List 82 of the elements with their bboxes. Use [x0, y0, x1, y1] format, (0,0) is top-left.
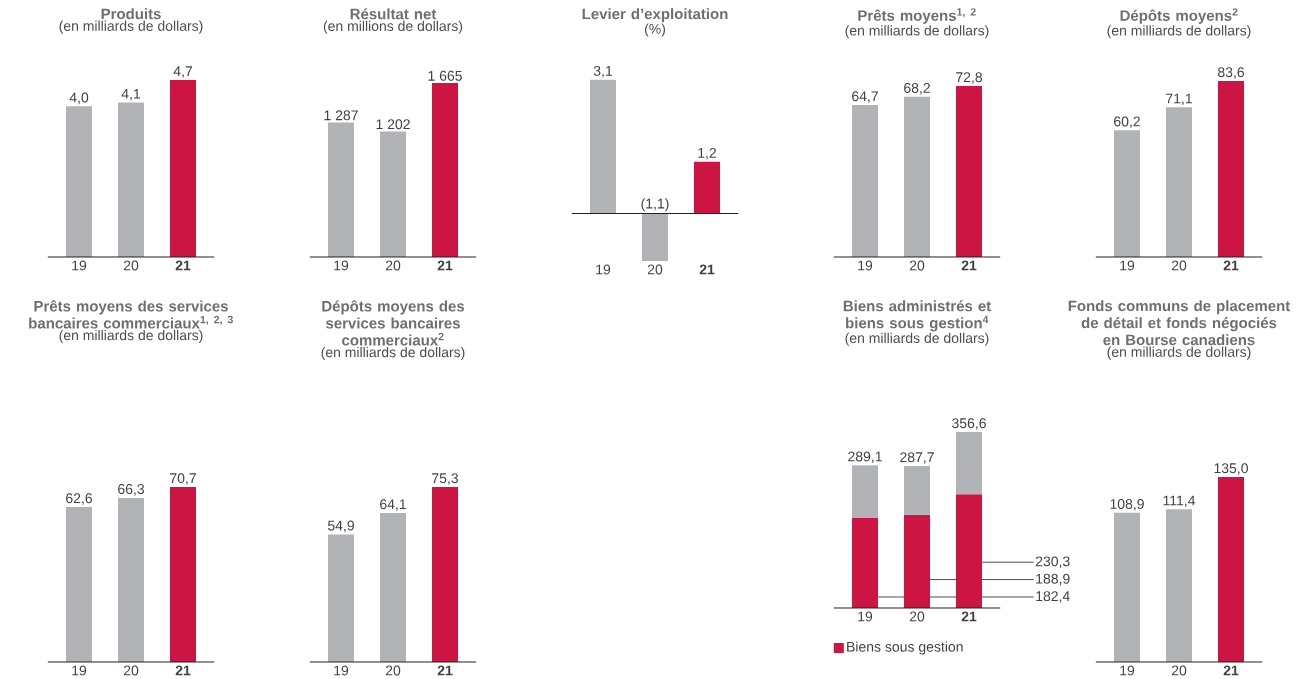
- x-tick-label: 20: [385, 260, 401, 271]
- x-tick-label: 20: [123, 260, 139, 271]
- x-tick-label: 19: [596, 264, 611, 275]
- x-tick-label: 19: [1120, 260, 1135, 271]
- chart-title: Levier d’exploitation: [582, 8, 728, 23]
- legend-label: Biens sous gestion: [847, 641, 963, 655]
- chart-title: Biens administrés et biens sous gestion$^{4}$: [843, 300, 991, 332]
- data-label: 62,6: [66, 493, 93, 505]
- x-tick-label: 19: [858, 260, 873, 271]
- x-tick-label: 20: [1171, 260, 1187, 271]
- data-label: 1,2: [698, 147, 717, 160]
- x-tick-label: 20: [909, 611, 925, 622]
- chart-subtitle: (en milliards de dollars): [59, 20, 203, 34]
- x-tick-label: 20: [647, 264, 663, 275]
- bar: [956, 494, 982, 608]
- total-label: 289,1: [848, 451, 882, 464]
- data-label: 70,7: [170, 473, 196, 485]
- x-tick-label: 19: [72, 260, 87, 271]
- x-tick-label: 20: [1171, 665, 1187, 676]
- bar: [852, 517, 879, 608]
- chart-subtitle: (en milliards de dollars): [59, 329, 203, 343]
- data-label: 54,9: [327, 520, 354, 533]
- x-tick-label: 19: [334, 260, 349, 271]
- chart-subtitle: (%): [644, 23, 666, 37]
- x-tick-label: 20: [123, 665, 139, 676]
- data-label: 64,7: [852, 91, 878, 103]
- x-tick-label: 20: [909, 260, 925, 271]
- data-label: 71,1: [1166, 93, 1192, 106]
- data-label: 1 665: [428, 70, 462, 81]
- x-tick-label: 21: [437, 260, 453, 271]
- data-label: 188,9: [1036, 573, 1070, 586]
- chart-subtitle: (en millions de dollars): [323, 20, 463, 34]
- data-label: 108,9: [1110, 498, 1144, 511]
- chart-subtitle: (en milliards de dollars): [1107, 25, 1251, 39]
- x-tick-label: 19: [72, 665, 87, 676]
- chart-subtitle: (en milliards de dollars): [321, 346, 465, 360]
- data-label: 111,4: [1163, 495, 1196, 508]
- x-tick-label: 21: [961, 611, 977, 622]
- chart-title: Prêts moyens des services bancaires commerciaux$^{1, 2, 3}$: [29, 300, 233, 329]
- data-label: 4,1: [121, 88, 141, 101]
- x-tick-label: 21: [699, 264, 715, 275]
- bar: [852, 465, 879, 518]
- chart-title: Produits: [101, 8, 161, 20]
- data-label: 1 202: [376, 119, 410, 130]
- data-label: 182,4: [1036, 591, 1070, 603]
- x-tick-label: 19: [334, 665, 349, 676]
- data-label: 1 287: [324, 110, 358, 121]
- data-label: 64,1: [380, 499, 406, 511]
- bar: [956, 431, 982, 495]
- chart-title: Dépôts moyens des services bancaires commerciaux$^{2}$: [322, 300, 465, 346]
- x-tick-label: 21: [175, 665, 191, 676]
- chart-subtitle: (en milliards de dollars): [845, 25, 989, 39]
- data-label: 72,8: [956, 72, 983, 84]
- x-tick-label: 21: [437, 665, 453, 676]
- x-tick-label: 19: [858, 611, 873, 622]
- total-label: 356,6: [952, 418, 986, 430]
- data-label: 230,3: [1035, 556, 1070, 568]
- data-label: 68,2: [904, 83, 930, 95]
- chart-title: Prêts moyens$^{1, 2}$: [858, 8, 976, 24]
- data-label: 135,0: [1214, 463, 1248, 475]
- data-label: 3,1: [593, 65, 613, 78]
- chart-title: Résultat net: [350, 8, 437, 20]
- data-label: 83,6: [1217, 67, 1245, 79]
- chart-subtitle: (en milliards de dollars): [1107, 346, 1251, 360]
- chart-title: Fonds communs de placement de détail et fonds négociés en Bourse canadiens: [1068, 300, 1291, 346]
- data-label: 66,3: [118, 484, 145, 496]
- bar: [904, 465, 931, 515]
- data-label: 4,0: [69, 92, 89, 105]
- chart-title: Dépôts moyens$^{2}$: [1120, 8, 1238, 24]
- x-tick-label: 21: [1223, 260, 1239, 271]
- bar: [904, 514, 931, 608]
- data-label: 75,3: [432, 473, 459, 485]
- data-label: 60,2: [1114, 116, 1140, 129]
- x-tick-label: 21: [961, 260, 977, 271]
- x-tick-label: 21: [1223, 665, 1239, 676]
- x-tick-label: 19: [1120, 665, 1135, 676]
- data-label: 4,7: [173, 66, 193, 78]
- chart-subtitle: (en milliards de dollars): [845, 332, 989, 346]
- data-label: (1,1): [641, 198, 669, 212]
- x-tick-label: 20: [385, 665, 401, 676]
- total-label: 287,7: [900, 452, 934, 464]
- x-tick-label: 21: [175, 260, 191, 271]
